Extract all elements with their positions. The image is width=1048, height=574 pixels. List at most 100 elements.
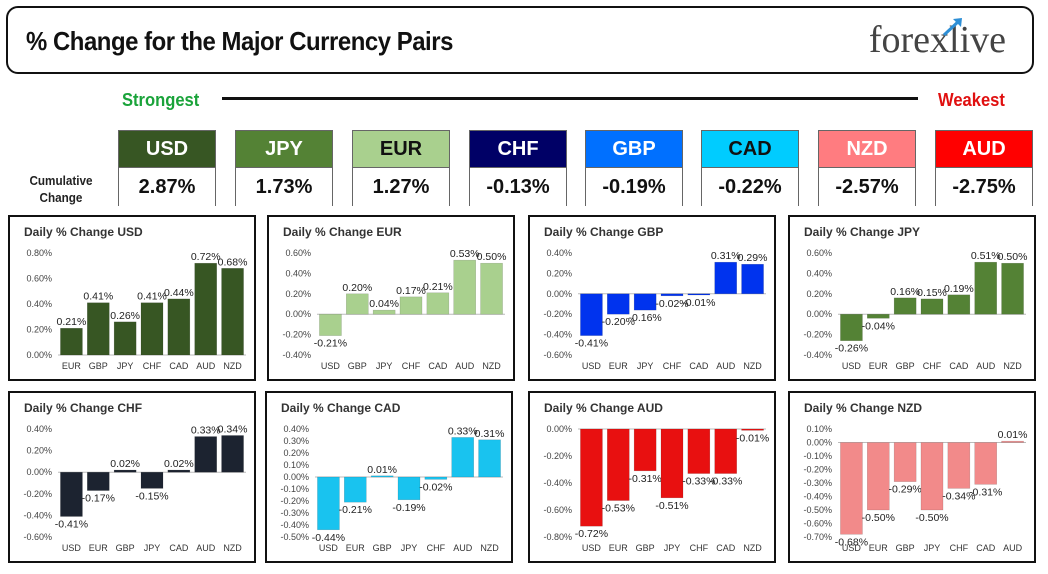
x-category-label: USD xyxy=(842,361,862,371)
x-category-label: GBP xyxy=(636,543,655,553)
bar-gbp xyxy=(893,442,917,482)
data-label: -0.50% xyxy=(915,512,948,524)
bar-usd xyxy=(840,442,863,535)
x-category-label: CAD xyxy=(169,361,189,371)
weakest-label: Weakest xyxy=(938,90,1005,110)
y-tick-label: 0.40% xyxy=(26,424,52,434)
y-tick-label: 0.80% xyxy=(26,248,52,258)
bar-chart: 0.00% -0.20% -0.40% -0.60% -0.80% -0.72% USD -0… xyxy=(543,424,769,553)
x-category-label: CHF xyxy=(427,543,446,553)
bar-aud xyxy=(194,436,217,473)
data-label: 0.33% xyxy=(448,425,478,437)
y-tick-label: -0.40% xyxy=(23,510,52,520)
bar-chf xyxy=(424,476,448,480)
y-tick-label: -0.20% xyxy=(280,496,309,506)
bar-nzd xyxy=(741,428,764,431)
currency-name: AUD xyxy=(936,131,1032,168)
data-label: -0.21% xyxy=(339,504,372,516)
data-label: 0.02% xyxy=(164,458,194,470)
bar-usd xyxy=(580,428,603,527)
x-category-label: EUR xyxy=(869,543,889,553)
data-label: 0.34% xyxy=(218,423,248,435)
bar-nzd xyxy=(480,262,503,315)
data-label: 0.19% xyxy=(944,283,974,295)
bar-nzd xyxy=(221,435,244,473)
x-category-label: JPY xyxy=(117,361,134,371)
y-tick-label: -0.10% xyxy=(280,484,309,494)
x-category-label: EUR xyxy=(609,543,629,553)
bar-aud xyxy=(451,437,474,478)
data-label: -0.31% xyxy=(629,473,662,485)
y-tick-label: -0.10% xyxy=(803,451,832,461)
y-tick-label: -0.40% xyxy=(803,492,832,502)
x-category-label: AUD xyxy=(1003,543,1023,553)
data-label: 0.50% xyxy=(998,251,1028,263)
data-label: 0.17% xyxy=(396,285,426,297)
y-tick-label: 0.20% xyxy=(283,448,309,458)
x-category-label: GBP xyxy=(896,543,915,553)
bar-jpy xyxy=(140,471,164,489)
y-tick-label: 0.10% xyxy=(283,460,309,470)
chart-panel-aud: Daily % Change AUD 0.00% -0.20% -0.40% -0.60… xyxy=(528,391,776,563)
x-category-label: JPY xyxy=(664,543,681,553)
x-category-label: EUR xyxy=(869,361,889,371)
x-category-label: CHF xyxy=(923,361,942,371)
chart-title: Daily % Change EUR xyxy=(283,225,402,239)
y-tick-label: 0.20% xyxy=(285,289,311,299)
data-label: 0.21% xyxy=(57,316,87,328)
bar-gbp xyxy=(113,469,137,473)
bar-jpy xyxy=(113,321,137,356)
bar-eur xyxy=(344,476,367,503)
currency-box-aud: AUD -2.75% xyxy=(935,130,1033,206)
data-label: 0.68% xyxy=(218,256,248,268)
y-tick-label: 0.40% xyxy=(285,268,311,278)
data-label: 0.33% xyxy=(191,425,221,437)
bar-cad xyxy=(714,428,737,474)
chart-panel-eur: Daily % Change EUR 0.60% 0.40% 0.20% 0.00% -0… xyxy=(267,215,515,381)
data-label: 0.41% xyxy=(83,291,113,303)
bar-chf xyxy=(687,428,711,474)
bar-chart: 0.40% 0.20% 0.00% -0.20% -0.40% -0.60%-0.41% U… xyxy=(23,423,248,553)
y-tick-label: -0.40% xyxy=(543,478,572,488)
bar-chart: 0.60% 0.40% 0.20% 0.00% -0.20% -0.40%-0.21% US… xyxy=(282,248,507,371)
y-tick-label: 0.20% xyxy=(546,268,572,278)
chart-title: Daily % Change CHF xyxy=(24,401,143,415)
bar-chart: 0.40% 0.30% 0.20% 0.10% 0.00% -0.10% -0.20% -0.… xyxy=(280,424,504,553)
bar-chf xyxy=(399,296,423,315)
currency-name: NZD xyxy=(819,131,915,168)
data-label: 0.50% xyxy=(477,251,507,263)
data-label: -0.33% xyxy=(682,476,715,488)
x-category-label: GBP xyxy=(116,543,135,553)
bar-chart: 0.60% 0.40% 0.20% 0.00% -0.20% -0.40%-0.26% US… xyxy=(803,248,1028,371)
y-tick-label: -0.20% xyxy=(803,465,832,475)
x-category-label: GBP xyxy=(373,543,392,553)
y-tick-label: 0.20% xyxy=(806,289,832,299)
data-label: -0.17% xyxy=(82,493,115,505)
bar-eur xyxy=(867,313,890,319)
bar-gbp xyxy=(893,297,917,315)
bar-aud xyxy=(194,262,217,356)
currency-box-nzd: NZD -2.57% xyxy=(818,130,916,206)
y-tick-label: -0.50% xyxy=(280,532,309,542)
x-category-label: NZD xyxy=(743,543,762,553)
chart-panel-usd: Daily % Change USD 0.80% 0.60% 0.40% 0.20% 0.… xyxy=(8,215,256,381)
currency-box-chf: CHF -0.13% xyxy=(469,130,567,206)
currency-name: USD xyxy=(119,131,215,168)
cumulative-change-label: Cumulative Change xyxy=(29,173,93,205)
bar-aud xyxy=(714,261,737,295)
x-category-label: USD xyxy=(321,361,341,371)
header-banner: % Change for the Major Currency Pairs fo… xyxy=(6,6,1034,74)
currency-name: CHF xyxy=(470,131,566,168)
data-label: 0.20% xyxy=(342,282,372,294)
data-label: -0.01% xyxy=(736,432,769,444)
y-tick-label: -0.60% xyxy=(543,350,572,360)
data-label: -0.41% xyxy=(55,518,88,530)
logo-arrow-icon xyxy=(942,18,963,37)
y-tick-label: 0.10% xyxy=(806,424,832,434)
x-category-label: JPY xyxy=(637,361,654,371)
y-tick-label: -0.30% xyxy=(803,478,832,488)
bar-nzd xyxy=(1001,262,1024,315)
cumulative-value: -0.13% xyxy=(470,168,566,206)
page-title: % Change for the Major Currency Pairs xyxy=(26,26,453,56)
y-tick-label: 0.00% xyxy=(26,467,52,477)
